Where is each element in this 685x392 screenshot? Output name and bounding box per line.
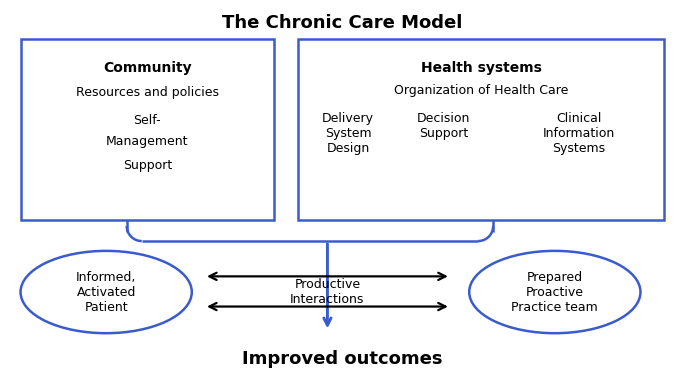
Text: Prepared
Proactive
Practice team: Prepared Proactive Practice team bbox=[512, 270, 598, 314]
Text: Organization of Health Care: Organization of Health Care bbox=[394, 84, 569, 97]
Text: Community: Community bbox=[103, 61, 192, 75]
Text: Productive
Interactions: Productive Interactions bbox=[290, 278, 364, 306]
Bar bbox=[298, 39, 664, 220]
Text: Self-: Self- bbox=[134, 114, 161, 127]
Text: Delivery
System
Design: Delivery System Design bbox=[322, 112, 374, 155]
Bar bbox=[21, 39, 274, 220]
Ellipse shape bbox=[21, 251, 192, 333]
Text: Clinical
Information
Systems: Clinical Information Systems bbox=[543, 112, 615, 155]
Text: The Chronic Care Model: The Chronic Care Model bbox=[223, 14, 462, 32]
Text: Management: Management bbox=[106, 135, 188, 148]
Ellipse shape bbox=[469, 251, 640, 333]
Text: Decision
Support: Decision Support bbox=[417, 112, 471, 140]
Text: Health systems: Health systems bbox=[421, 61, 542, 75]
Text: Informed,
Activated
Patient: Informed, Activated Patient bbox=[76, 270, 136, 314]
Text: Improved outcomes: Improved outcomes bbox=[242, 350, 443, 368]
Text: Support: Support bbox=[123, 159, 172, 172]
Text: Resources and policies: Resources and policies bbox=[76, 86, 219, 99]
